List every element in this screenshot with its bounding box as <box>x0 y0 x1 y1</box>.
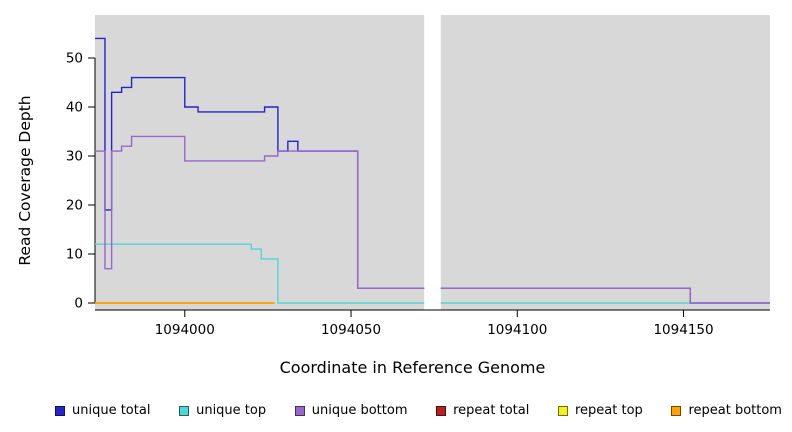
y-axis-title: Read Coverage Depth <box>16 95 34 265</box>
x-axis-title: Coordinate in Reference Genome <box>279 358 546 377</box>
legend-label: repeat total <box>453 403 530 418</box>
y-axis-tick-label: 20 <box>66 198 83 214</box>
legend-label: unique top <box>196 403 267 418</box>
legend-item-repeat-top: repeat top <box>558 403 643 418</box>
legend-item-repeat-total: repeat total <box>436 403 529 418</box>
x-axis-tick-label: 1094150 <box>653 322 713 338</box>
legend-item-repeat-bottom: repeat bottom <box>671 403 782 418</box>
legend-swatch <box>436 405 447 416</box>
coverage-gap-band <box>424 15 441 310</box>
legend-swatch <box>558 405 568 416</box>
legend-label: repeat top <box>575 403 643 418</box>
coverage-plot: 0 10 20 30 40 50 1094000 1094050 1094100 1094150 R… <box>16 15 770 338</box>
legend-item-unique-bottom: unique bottom <box>294 403 408 418</box>
legend-item-unique-total: unique total <box>55 403 150 418</box>
legend-label: unique total <box>72 403 151 418</box>
legend-item-unique-top: unique top <box>179 403 266 418</box>
legend-label: repeat bottom <box>688 403 782 418</box>
y-axis-tick-label: 40 <box>66 100 83 116</box>
y-axis-tick-label: 10 <box>66 247 83 263</box>
x-axis-tick-label: 1094050 <box>321 322 381 338</box>
y-axis-tick-label: 0 <box>74 296 83 312</box>
legend-swatch <box>55 405 65 416</box>
legend-swatch <box>179 405 190 416</box>
series-unique-total <box>95 37 425 289</box>
legend-swatch <box>671 405 682 416</box>
series-unique-bottom <box>95 135 425 289</box>
legend-swatch <box>294 405 305 416</box>
legend: unique total unique top unique bottom repea… <box>55 403 782 418</box>
x-axis-tick-label: 1094000 <box>155 322 215 338</box>
x-axis-tick-label: 1094100 <box>487 322 547 338</box>
y-axis-tick-label: 50 <box>66 51 83 67</box>
series-unique-bottom <box>440 287 770 304</box>
y-axis-tick-label: 30 <box>66 149 83 165</box>
legend-label: unique bottom <box>311 403 408 418</box>
series-unique-top <box>95 243 425 304</box>
